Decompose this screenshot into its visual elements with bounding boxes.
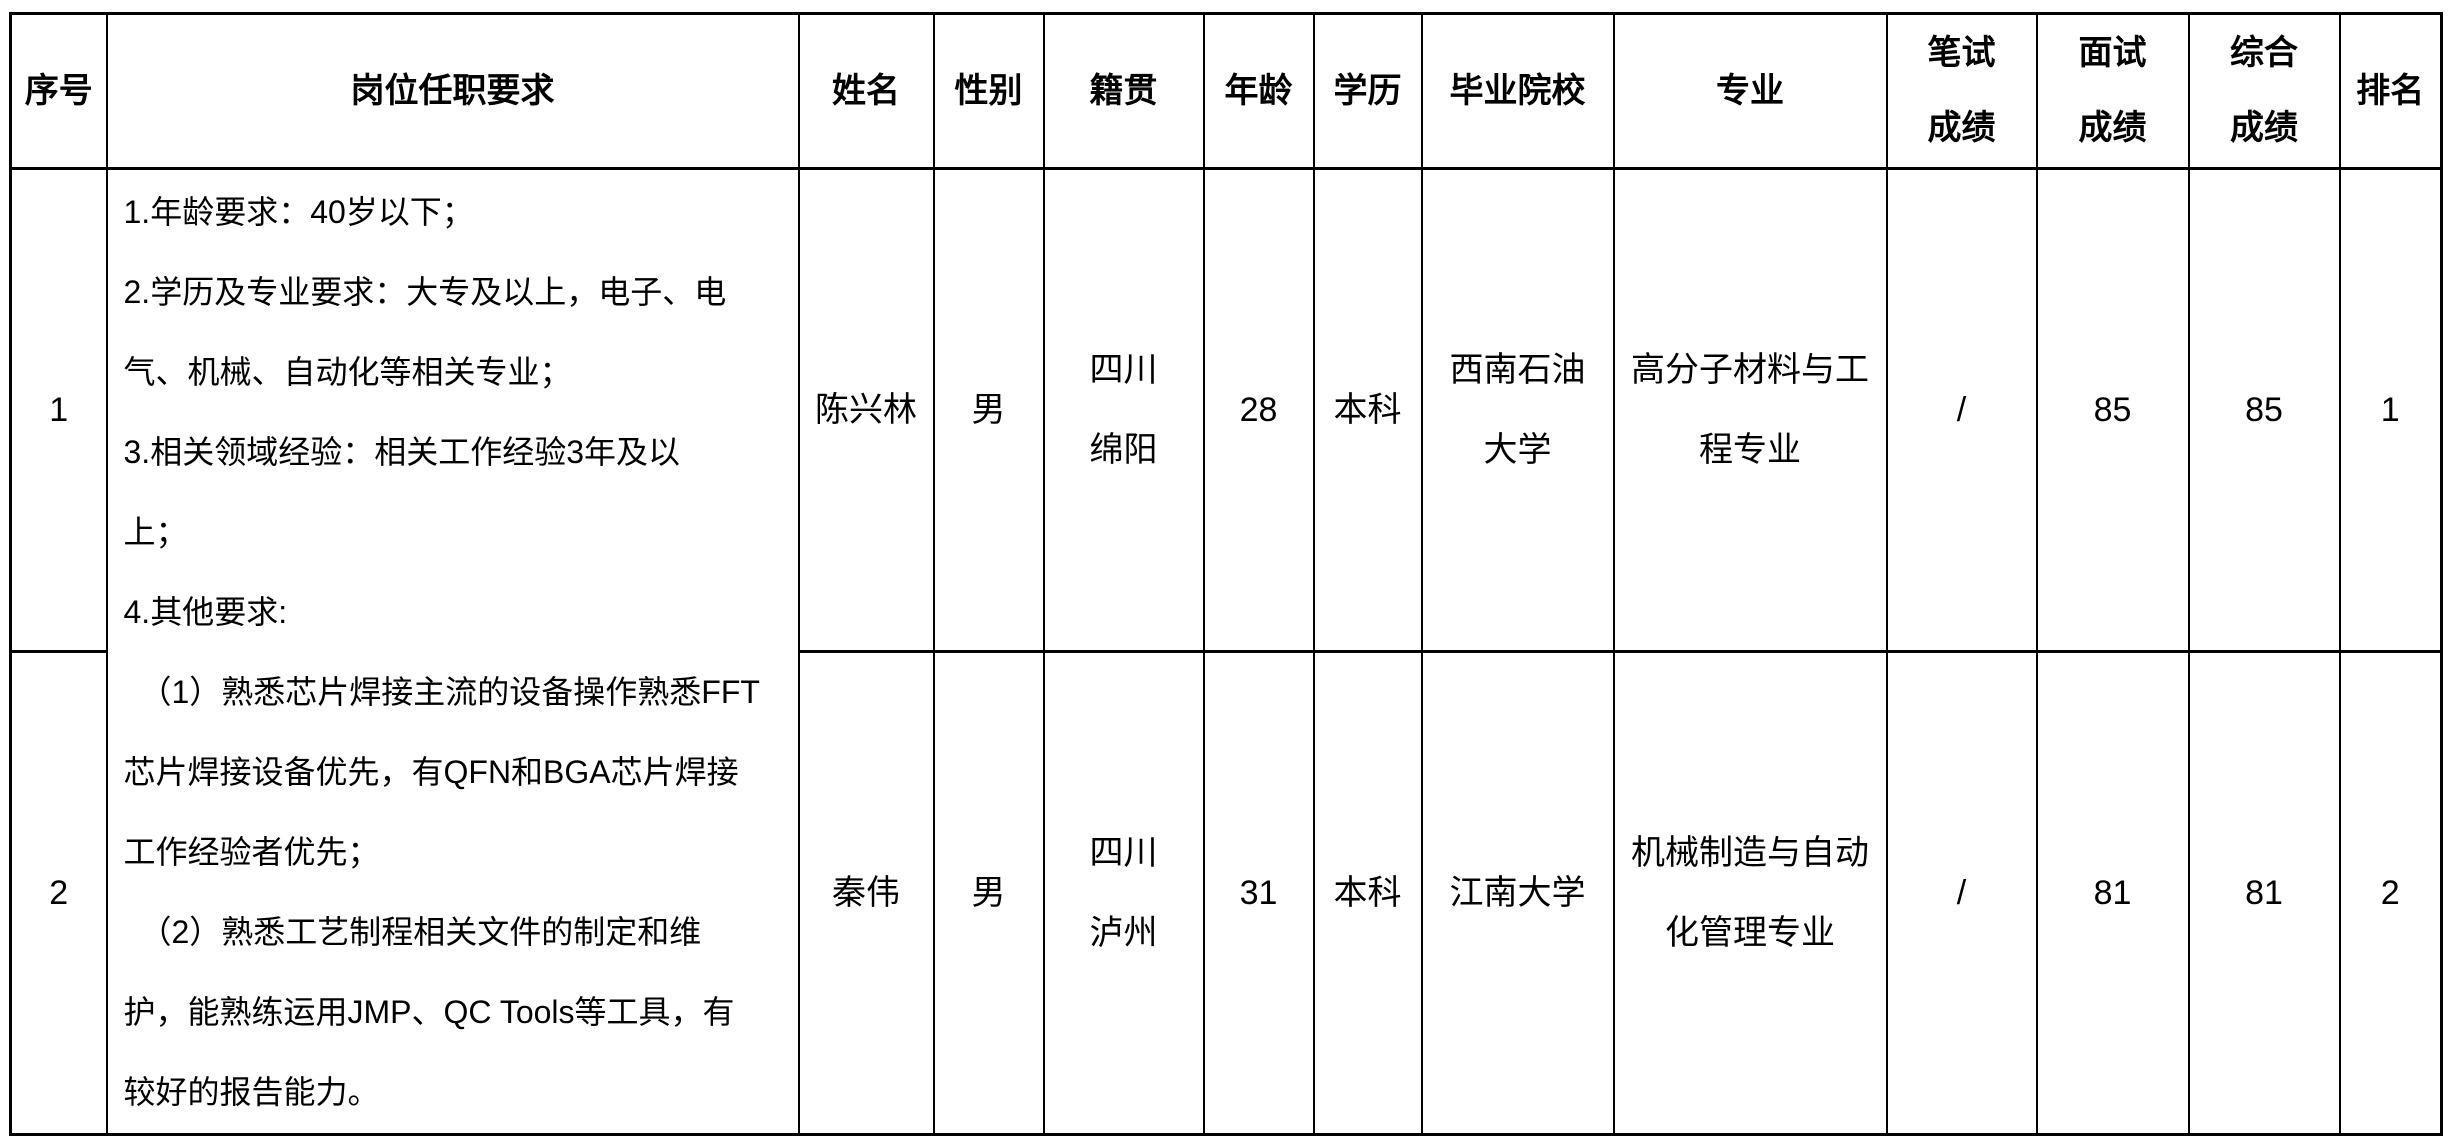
cell-major: 高分子材料与工 程专业 xyxy=(1612,167,1888,653)
cell-gender: 男 xyxy=(932,167,1045,653)
cell-graduate-school: 江南大学 xyxy=(1420,650,1615,1136)
header-graduate-school: 毕业院校 xyxy=(1420,12,1615,170)
header-gender: 性别 xyxy=(932,12,1045,170)
cell-written-score: / xyxy=(1885,167,2038,653)
header-hometown: 籍贯 xyxy=(1042,12,1205,170)
candidate-row-2: 2 秦伟 男 四川 泸州 31 本科 江南大学 机械制造与自动 化管理专业 / … xyxy=(9,650,2443,1136)
candidate-results-table: 序号 岗位任职要求 姓名 性别 籍贯 年龄 学历 毕业院校 专业 笔试 成绩 面… xyxy=(9,12,2443,1136)
cell-hometown: 四川 绵阳 xyxy=(1042,167,1205,653)
cell-serial-number: 2 xyxy=(9,650,108,1136)
cell-name: 秦伟 xyxy=(797,650,935,1136)
header-serial-number: 序号 xyxy=(9,12,108,170)
header-age: 年龄 xyxy=(1202,12,1315,170)
cell-education: 本科 xyxy=(1312,167,1423,653)
candidate-row-1: 1 1.年龄要求：40岁以下； 2.学历及专业要求：大专及以上，电子、电 气、机… xyxy=(9,167,2443,1136)
cell-education: 本科 xyxy=(1312,650,1423,1136)
header-row: 序号 岗位任职要求 姓名 性别 籍贯 年龄 学历 毕业院校 专业 笔试 成绩 面… xyxy=(9,12,2443,170)
cell-gender: 男 xyxy=(932,650,1045,1136)
header-interview-score: 面试 成绩 xyxy=(2035,12,2190,170)
cell-name: 陈兴林 xyxy=(797,167,935,653)
cell-age: 31 xyxy=(1202,650,1315,1136)
header-name: 姓名 xyxy=(797,12,935,170)
cell-hometown: 四川 泸州 xyxy=(1042,650,1205,1136)
header-major: 专业 xyxy=(1612,12,1888,170)
cell-graduate-school: 西南石油 大学 xyxy=(1420,167,1615,653)
cell-overall-score: 85 xyxy=(2187,167,2341,653)
cell-overall-score: 81 xyxy=(2187,650,2341,1136)
cell-written-score: / xyxy=(1885,650,2038,1136)
cell-interview-score: 85 xyxy=(2035,167,2190,653)
cell-major: 机械制造与自动 化管理专业 xyxy=(1612,650,1888,1136)
cell-interview-score: 81 xyxy=(2035,650,2190,1136)
header-written-score: 笔试 成绩 xyxy=(1885,12,2038,170)
cell-rank: 1 xyxy=(2338,167,2443,653)
cell-rank: 2 xyxy=(2338,650,2443,1136)
header-rank: 排名 xyxy=(2338,12,2443,170)
cell-serial-number: 1 xyxy=(9,167,108,653)
header-education: 学历 xyxy=(1312,12,1423,170)
cell-age: 28 xyxy=(1202,167,1315,653)
cell-job-requirements: 1.年龄要求：40岁以下； 2.学历及专业要求：大专及以上，电子、电 气、机械、… xyxy=(105,167,800,1136)
header-overall-score: 综合 成绩 xyxy=(2187,12,2341,170)
header-job-requirements: 岗位任职要求 xyxy=(105,12,800,170)
